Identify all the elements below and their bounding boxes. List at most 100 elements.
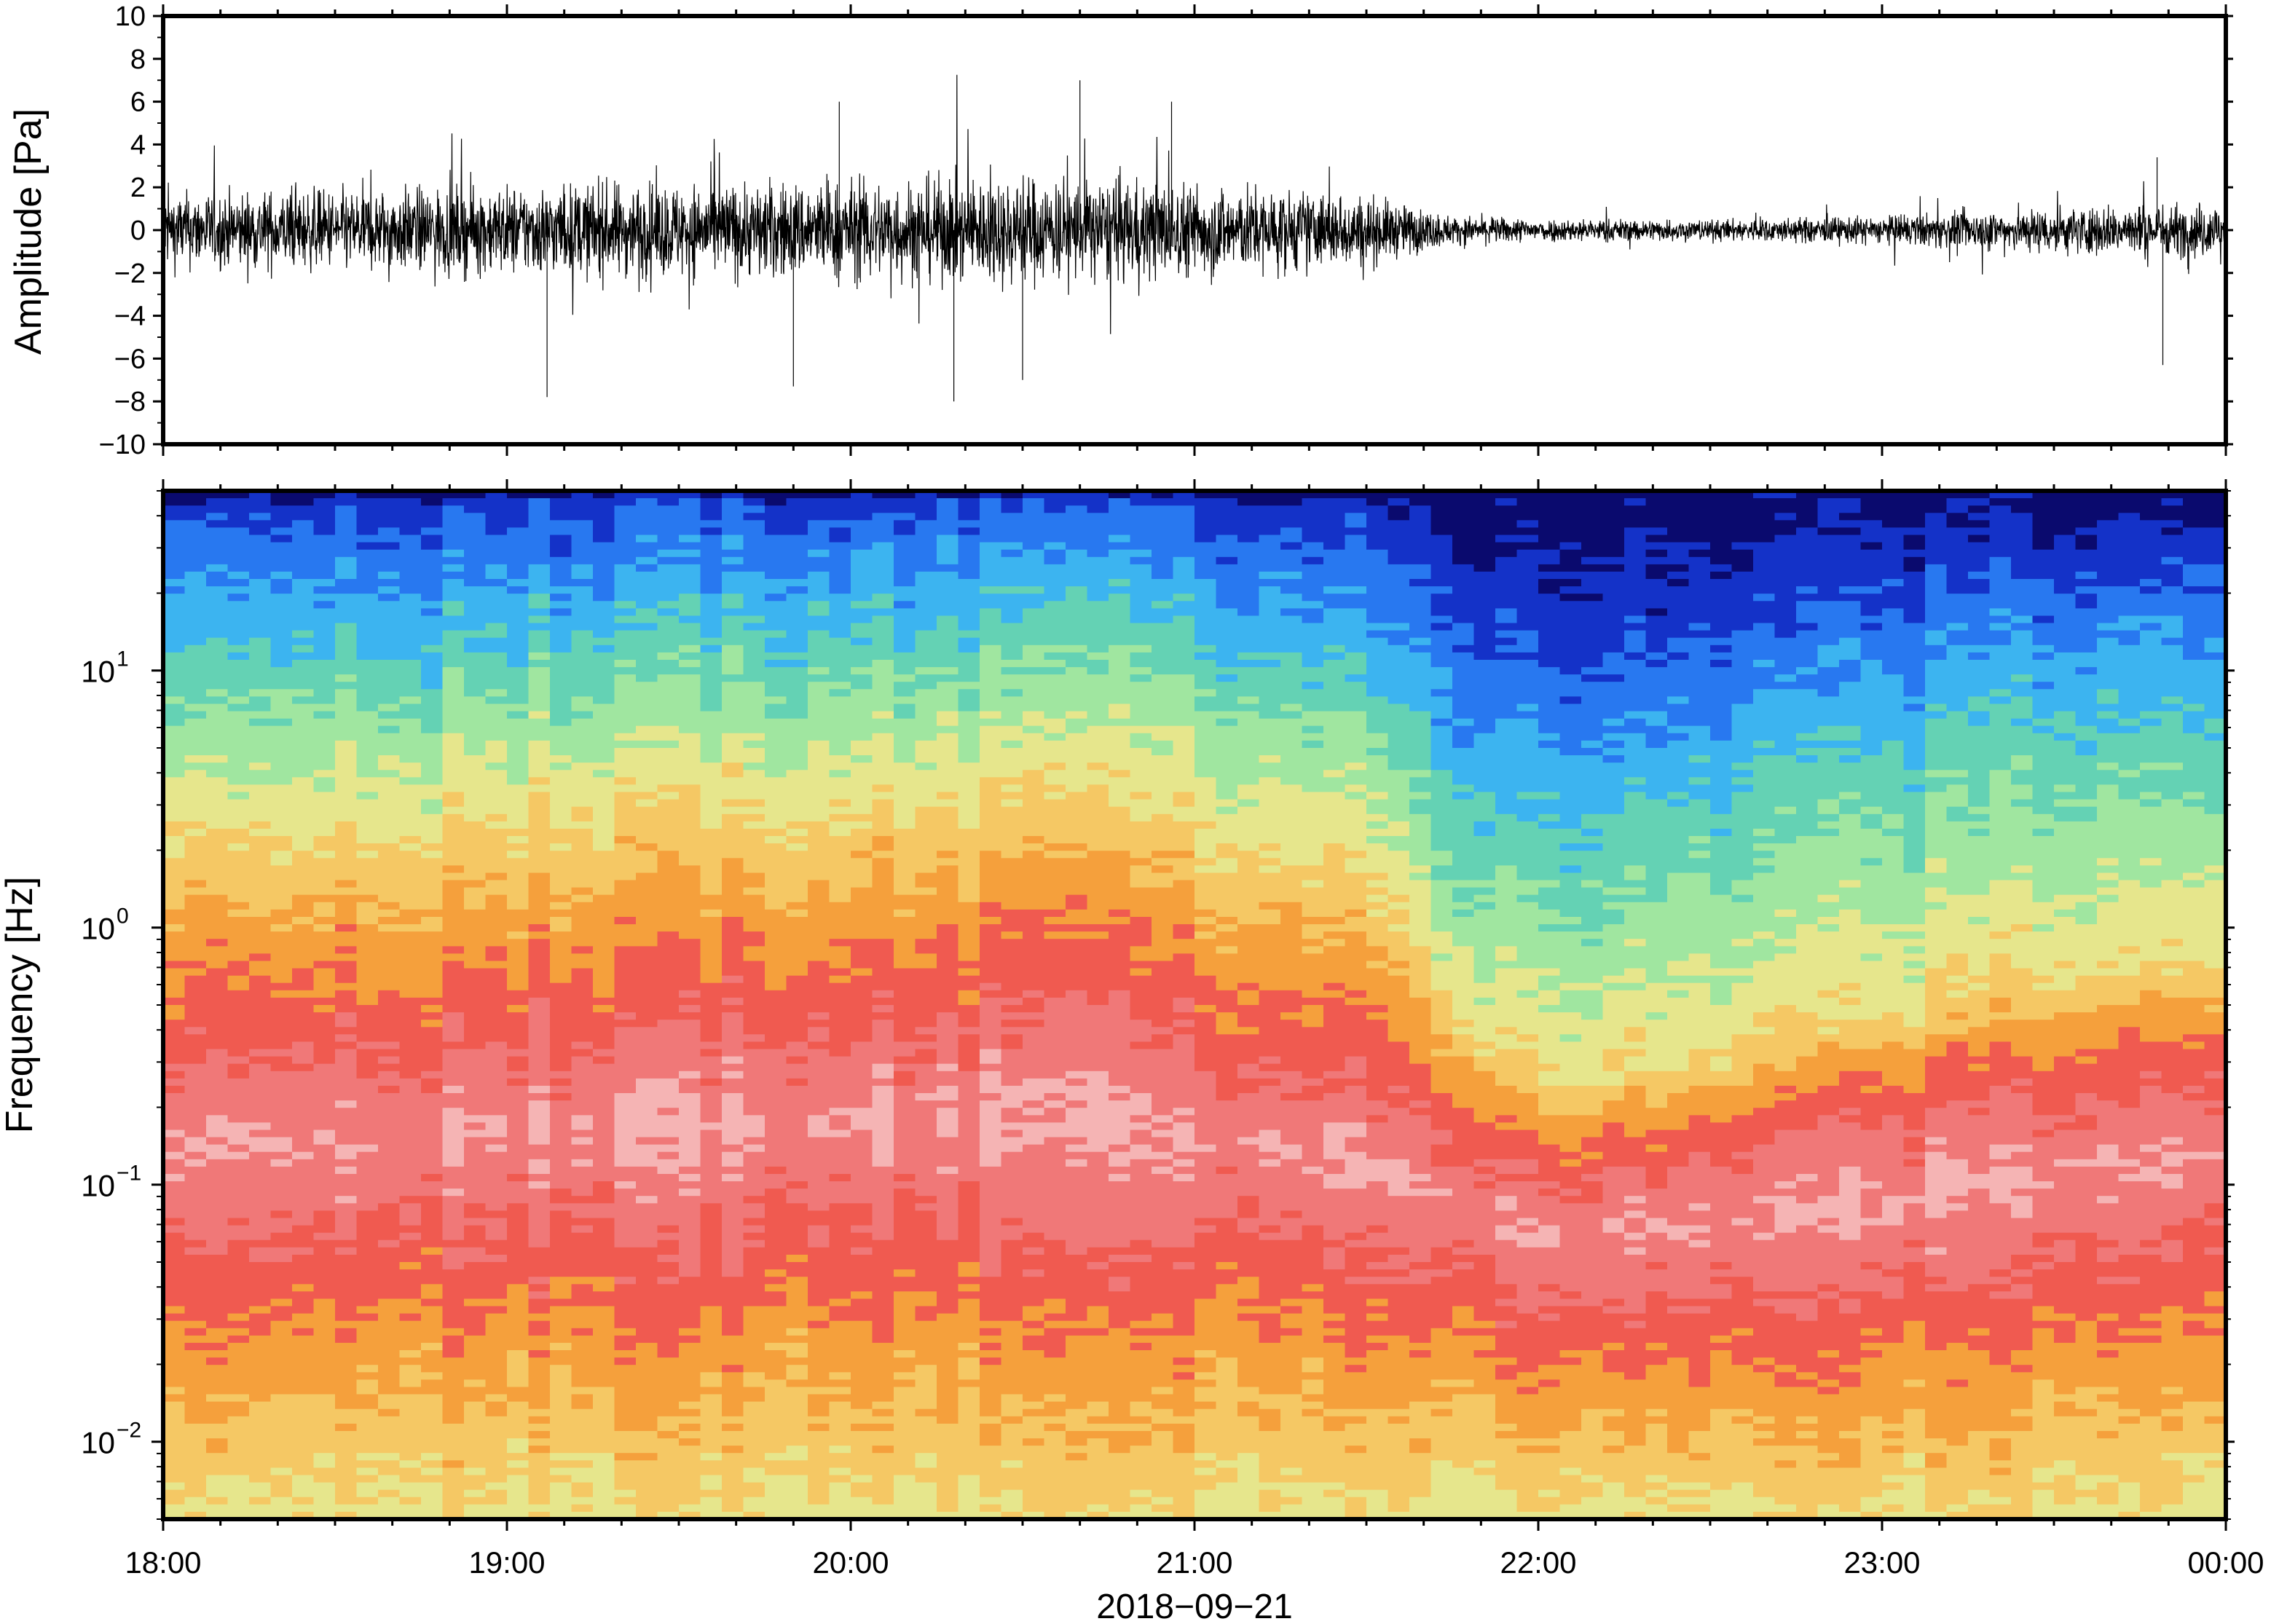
spectrogram-cell <box>442 1166 465 1175</box>
spectrogram-cell <box>227 1210 250 1219</box>
spectrogram-cell <box>292 1357 315 1365</box>
spectrogram-cell <box>335 652 358 661</box>
spectrogram-cell <box>399 667 422 675</box>
spectrogram-cell <box>184 1372 207 1381</box>
spectrogram-cell <box>786 1218 808 1226</box>
spectrogram-cell <box>571 931 594 939</box>
spectrogram-cell <box>894 1313 916 1322</box>
spectrogram-cell <box>786 1328 808 1336</box>
spectrogram-cell <box>249 917 272 925</box>
spectrogram-cell <box>700 770 723 779</box>
spectrogram-cell <box>593 1438 615 1446</box>
spectrogram-cell <box>528 1225 551 1234</box>
spectrogram-cell <box>765 982 787 991</box>
spectrogram-cell <box>163 887 186 896</box>
spectrogram-cell <box>786 1446 808 1454</box>
spectrogram-cell <box>356 1232 379 1241</box>
spectrogram-cell <box>700 1166 723 1175</box>
spectrogram-cell <box>829 813 851 822</box>
spectrogram-cell <box>270 1387 293 1395</box>
spectrogram-cell <box>356 1511 379 1519</box>
spectrogram-cell <box>786 946 808 955</box>
spectrogram-cell <box>851 792 873 800</box>
spectrogram-cell <box>743 1416 765 1424</box>
spectrogram-cell <box>894 703 916 712</box>
spectrogram-cell <box>249 1174 272 1182</box>
spectrogram-cell <box>657 711 680 720</box>
spectrogram-cell <box>808 645 830 653</box>
spectrogram-cell <box>313 1291 336 1300</box>
spectrogram-cell <box>163 689 186 698</box>
spectrogram-cell <box>249 1313 272 1322</box>
spectrogram-cell <box>206 623 229 631</box>
spectrogram-cell <box>700 917 723 925</box>
spectrogram-cell <box>464 1034 487 1043</box>
spectrogram-cell <box>485 1482 508 1491</box>
spectrogram-cell <box>464 1151 487 1160</box>
spectrogram-cell <box>292 975 315 984</box>
spectrogram-cell <box>614 615 637 624</box>
spectrogram-cell <box>593 652 615 661</box>
spectrogram-cell <box>485 1467 508 1476</box>
spectrogram-cell <box>227 1130 250 1138</box>
spectrogram-cell <box>292 1401 315 1410</box>
spectrogram-cell <box>786 1306 808 1314</box>
spectrogram-cell <box>786 527 808 536</box>
spectrogram-cell <box>593 821 615 829</box>
spectrogram-cell <box>765 645 787 653</box>
spectrogram-cell <box>464 931 487 939</box>
spectrogram-cell <box>786 1475 808 1483</box>
spectrogram-cell <box>249 1159 272 1167</box>
spectrogram-cell <box>808 784 830 793</box>
spectrogram-cell <box>206 1467 229 1476</box>
spectrogram-cell <box>851 579 873 587</box>
spectrogram-cell <box>829 1218 851 1226</box>
spectrogram-cell <box>421 682 444 690</box>
spectrogram-cell <box>679 858 701 867</box>
spectrogram-cell <box>356 615 379 624</box>
spectrogram-cell <box>249 645 272 653</box>
spectrogram-cell <box>571 1372 594 1381</box>
spectrogram-cell <box>313 703 336 712</box>
spectrogram-cell <box>356 1401 379 1410</box>
spectrogram-cell <box>184 652 207 661</box>
spectrogram-cell <box>313 968 336 977</box>
spectrogram-cell <box>421 1063 444 1072</box>
spectrogram-cell <box>872 542 894 551</box>
spectrogram-cell <box>851 1218 873 1226</box>
spectrogram-cell <box>507 1313 530 1322</box>
spectrogram-cell <box>206 652 229 661</box>
spectrogram-cell <box>829 982 851 991</box>
spectrogram-cell <box>399 1298 422 1307</box>
spectrogram-cell <box>292 1122 315 1131</box>
spectrogram-cell <box>206 1020 229 1028</box>
spectrogram-cell <box>464 821 487 829</box>
spectrogram-cell <box>636 828 658 837</box>
spectrogram-cell <box>700 784 723 793</box>
spectrogram-cell <box>421 975 444 984</box>
spectrogram-cell <box>872 682 894 690</box>
spectrogram-cell <box>657 491 680 499</box>
spectrogram-cell <box>184 1357 207 1365</box>
spectrogram-cell <box>485 527 508 536</box>
spectrogram-cell <box>528 1350 551 1358</box>
spectrogram-cell <box>399 491 422 499</box>
spectrogram-cell <box>872 645 894 653</box>
spectrogram-cell <box>614 762 637 771</box>
spectrogram-cell <box>335 1504 358 1513</box>
spectrogram-cell <box>571 982 594 991</box>
spectrogram-cell <box>399 645 422 653</box>
spectrogram-cell <box>894 1239 916 1248</box>
spectrogram-cell <box>206 836 229 844</box>
spectrogram-cell <box>808 843 830 851</box>
spectrogram-cell <box>421 1247 444 1256</box>
spectrogram-cell <box>399 725 422 734</box>
spectrogram-cell <box>614 652 637 661</box>
spectrogram-cell <box>657 1467 680 1476</box>
spectrogram-cell <box>679 1254 701 1263</box>
spectrogram-cell <box>442 1005 465 1013</box>
spectrogram-cell <box>206 939 229 947</box>
spectrogram-cell <box>163 571 186 580</box>
spectrogram-cell <box>851 549 873 558</box>
